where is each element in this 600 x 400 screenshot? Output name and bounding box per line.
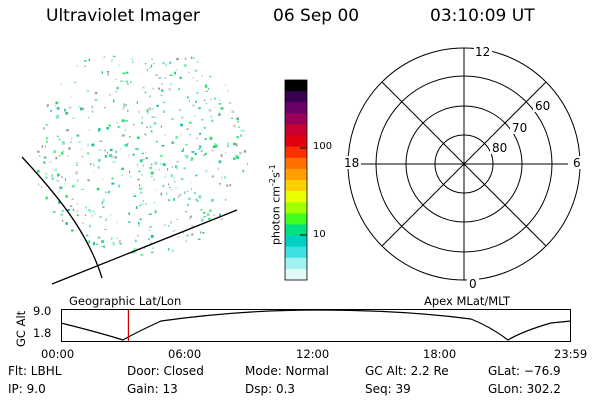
colorbar-cell <box>285 213 307 225</box>
polar-grid-plot: 12 18 6 0 60 70 80 <box>341 45 582 291</box>
geographic-image-panel <box>21 55 248 285</box>
geographic-latitude: GLat: −76.9 <box>488 364 561 378</box>
auroral-emission-pixels <box>37 55 248 256</box>
mlt-label-6: 6 <box>573 156 581 170</box>
colorbar-cell <box>285 80 307 92</box>
colorbar-cell <box>285 168 307 181</box>
colorbar-cell <box>285 157 307 170</box>
timeline-y-title: GC Alt <box>14 310 28 347</box>
mlat-label-60: 60 <box>535 99 550 113</box>
mlat-label-80: 80 <box>492 141 507 155</box>
mlt-label-18: 18 <box>344 156 359 170</box>
mode-value: Mode: Normal <box>245 364 329 378</box>
colorbar-cell <box>285 235 307 248</box>
timeline-xtick-1800: 18:00 <box>423 347 457 361</box>
sequence-value: Seq: 39 <box>365 382 411 396</box>
gc-altitude-value: GC Alt: 2.2 Re <box>365 364 449 378</box>
colorbar-tick-10: 10 <box>313 229 326 240</box>
altitude-timeline <box>60 309 572 342</box>
colorbar-cell <box>285 102 307 114</box>
timeline-xtick-1200: 12:00 <box>296 347 330 361</box>
colorbar-cell <box>285 191 307 203</box>
dsp-value: Dsp: 0.3 <box>245 382 296 396</box>
colorbar-cell <box>285 124 307 137</box>
date-label: 06 Sep 00 <box>273 6 360 26</box>
colorbar-cell <box>285 246 307 259</box>
colorbar-cell <box>285 146 307 159</box>
time-label: 03:10:09 UT <box>430 6 535 26</box>
instrument-title: Ultraviolet Imager <box>46 6 200 26</box>
altitude-curve <box>60 309 572 341</box>
colorbar-cell <box>285 224 307 237</box>
coastline-curve <box>21 156 103 279</box>
timeline-left-title: Geographic Lat/Lon <box>69 294 182 308</box>
mlt-label-12: 12 <box>475 45 490 59</box>
door-status: Door: Closed <box>127 364 204 378</box>
colorbar-cell <box>285 180 307 192</box>
timeline-xtick-0600: 06:00 <box>168 347 202 361</box>
colorbar-cell <box>285 268 307 281</box>
colorbar-cell <box>285 135 307 148</box>
colorbar-cell <box>285 202 307 214</box>
timeline-xtick-2359: 23:59 <box>554 347 588 361</box>
intensity-colorbar <box>284 79 308 281</box>
colorbar-tick-100: 100 <box>313 141 333 152</box>
ip-value: IP: 9.0 <box>8 382 46 396</box>
geographic-longitude: GLon: 302.2 <box>488 382 561 396</box>
colorbar-cell <box>285 91 307 103</box>
timeline-xtick-0000: 00:00 <box>41 347 75 361</box>
colorbar-cell <box>285 113 307 125</box>
colorbar-unit-label: photon cm-2s-1 <box>268 164 283 245</box>
terminator-line <box>51 209 238 285</box>
gain-value: Gain: 13 <box>127 382 178 396</box>
timeline-ytick-1-8: 1.8 <box>33 326 52 340</box>
mlt-label-0: 0 <box>469 277 477 291</box>
colorbar-cell <box>285 257 307 270</box>
timeline-right-title: Apex MLat/MLT <box>424 294 511 308</box>
mlat-label-70: 70 <box>512 121 527 135</box>
filter-value: Flt: LBHL <box>8 364 62 378</box>
timeline-ytick-9: 9.0 <box>33 304 52 318</box>
